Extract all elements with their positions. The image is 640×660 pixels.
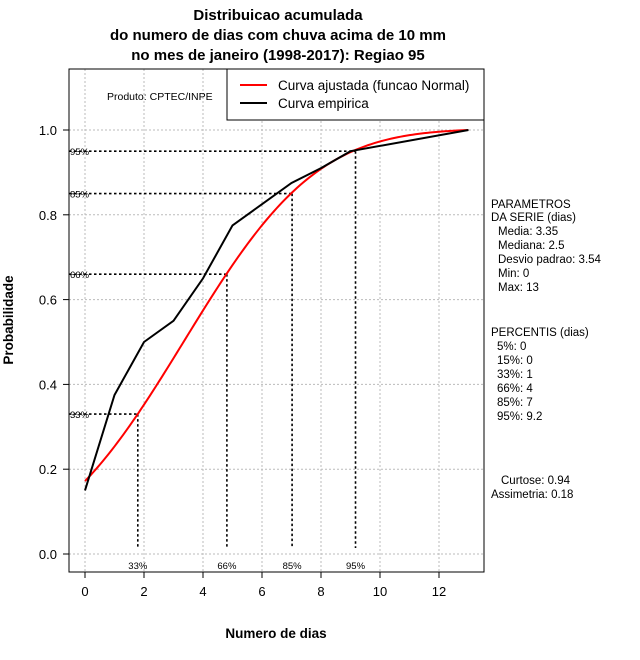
assimetria: Assimetria: 0.18 [491, 489, 573, 501]
curtose: Curtose: 0.94 [501, 475, 571, 487]
x-tick-label: 4 [199, 584, 206, 599]
percentile-x-label: 95% [346, 561, 366, 572]
y-axis-label: Probabilidade [1, 275, 16, 365]
param-mediana: Mediana: 2.5 [498, 240, 565, 252]
y-tick-label: 0.2 [39, 462, 57, 477]
chart-title-line-3: no mes de janeiro (1998-2017): Regiao 95 [131, 47, 424, 64]
percentile-x-label: 33% [128, 561, 148, 572]
chart-title-line-2: do numero de dias com chuva acima de 10 … [110, 27, 446, 44]
percentil-15: 15%: 0 [497, 355, 533, 367]
legend-box [226, 68, 485, 121]
empirical-curve [84, 129, 469, 491]
x-tick-label: 6 [258, 584, 265, 599]
x-tick-label: 8 [317, 584, 324, 599]
legend: Curva ajustada (funcao Normal) Curva emp… [226, 68, 485, 121]
grid-lines [69, 69, 484, 572]
y-tick-label: 0.6 [39, 293, 57, 308]
params-title-2: DA SERIE (dias) [491, 212, 576, 224]
plot-box [68, 68, 485, 573]
params-title-1: PARAMETROS [491, 199, 571, 211]
param-media: Media: 3.35 [498, 226, 558, 238]
percentile-y-label: 95% [70, 147, 90, 158]
percentil-95: 95%: 9.2 [497, 411, 542, 423]
percentil-66: 66%: 4 [497, 383, 533, 395]
x-tick-label: 2 [140, 584, 147, 599]
percentil-85: 85%: 7 [497, 397, 533, 409]
percentis-title: PERCENTIS (dias) [491, 327, 589, 339]
legend-label-fitted: Curva ajustada (funcao Normal) [278, 78, 469, 93]
chart-title-line-1: Distribuicao acumulada [193, 7, 363, 24]
percentile-y-label: 33% [70, 410, 90, 421]
x-axis-label: Numero de dias [225, 626, 326, 641]
percentile-x-label: 85% [283, 561, 303, 572]
percentile-y-label: 66% [70, 270, 90, 281]
side-panel: PARAMETROS DA SERIE (dias) Media: 3.35 M… [491, 199, 602, 501]
x-tick-label: 0 [81, 584, 88, 599]
x-tick-label: 12 [432, 584, 446, 599]
fitted-normal-curve [84, 129, 469, 482]
x-tick-label: 10 [373, 584, 387, 599]
param-desvio: Desvio padrao: 3.54 [498, 254, 602, 266]
param-max: Max: 13 [498, 282, 539, 294]
percentil-33: 33%: 1 [497, 369, 533, 381]
y-tick-label: 1.0 [39, 123, 57, 138]
product-label: Produto: CPTEC/INPE [107, 91, 213, 103]
percentile-x-label: 66% [217, 561, 237, 572]
percentil-5: 5%: 0 [497, 341, 526, 353]
y-tick-label: 0.8 [39, 208, 57, 223]
param-min: Min: 0 [498, 268, 529, 280]
y-tick-label: 0.4 [39, 377, 57, 392]
legend-label-empirical: Curva empirica [278, 96, 369, 111]
percentile-y-label: 85% [70, 190, 90, 201]
y-tick-label: 0.0 [39, 547, 57, 562]
